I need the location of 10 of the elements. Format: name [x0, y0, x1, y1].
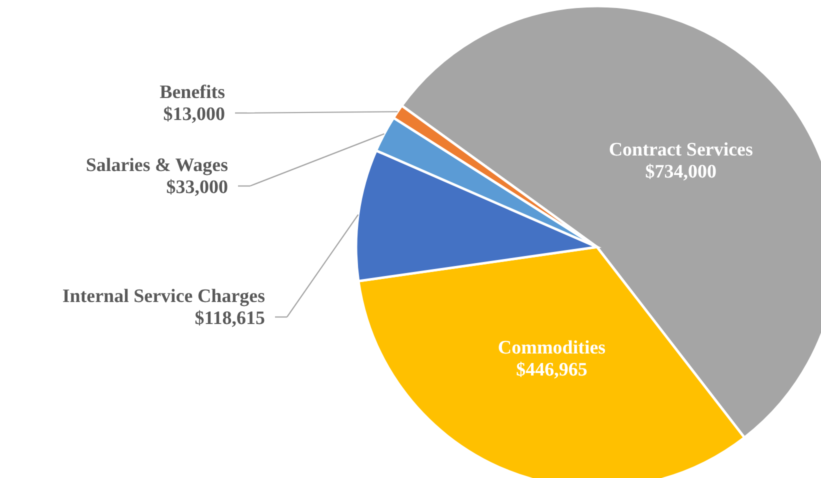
data-label: $33,000: [166, 177, 228, 198]
data-label: $734,000: [645, 161, 716, 182]
slice-label: Contract Services: [608, 139, 753, 160]
slice-label: Internal Service Charges: [62, 286, 265, 307]
slice-label: Benefits: [160, 82, 225, 103]
data-label: $118,615: [194, 308, 265, 329]
slice-label: Salaries & Wages: [86, 155, 228, 176]
data-label: $446,965: [516, 360, 588, 381]
data-label: $13,000: [163, 104, 225, 125]
slice-label: Commodities: [498, 338, 606, 359]
